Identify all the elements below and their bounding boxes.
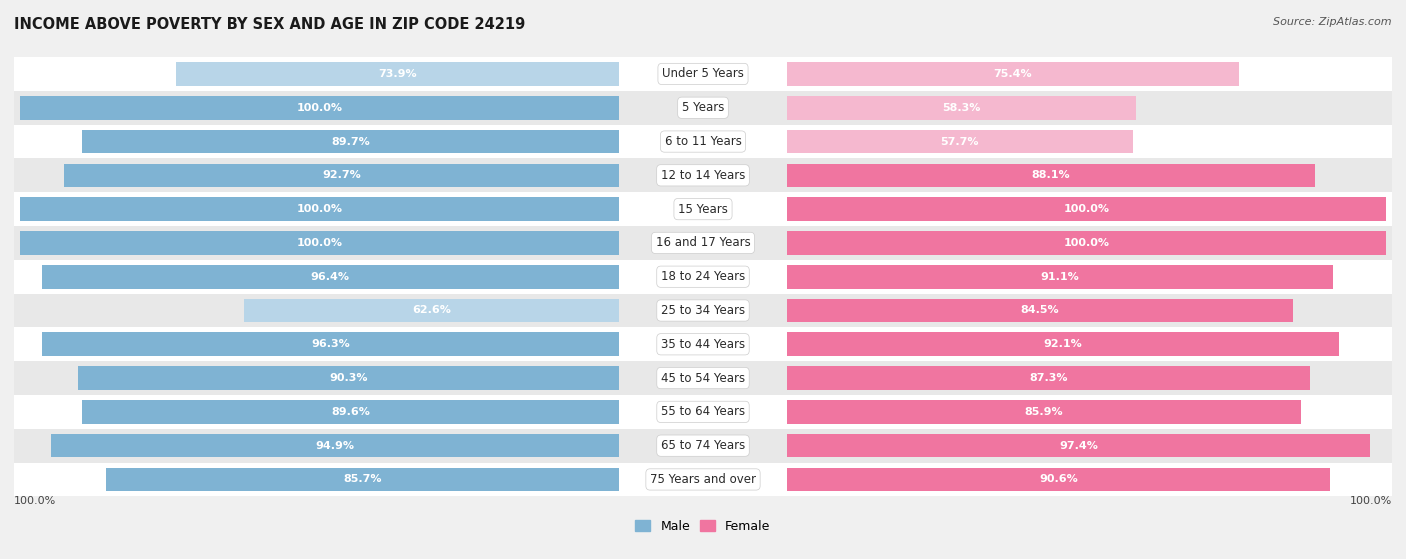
Text: 90.3%: 90.3%: [329, 373, 368, 383]
Text: 75 Years and over: 75 Years and over: [650, 473, 756, 486]
Bar: [14, 57, 1392, 91]
Text: 94.9%: 94.9%: [315, 440, 354, 451]
Text: 90.6%: 90.6%: [1039, 475, 1077, 485]
Bar: [787, 62, 1239, 86]
Bar: [14, 91, 1392, 125]
Text: Under 5 Years: Under 5 Years: [662, 68, 744, 80]
Bar: [787, 197, 1386, 221]
Text: 100.0%: 100.0%: [1063, 204, 1109, 214]
Text: 73.9%: 73.9%: [378, 69, 418, 79]
Text: 18 to 24 Years: 18 to 24 Years: [661, 270, 745, 283]
Bar: [14, 429, 1392, 462]
Bar: [63, 163, 619, 187]
Bar: [14, 328, 1392, 361]
Text: 97.4%: 97.4%: [1059, 440, 1098, 451]
Bar: [14, 462, 1392, 496]
Text: 5 Years: 5 Years: [682, 101, 724, 114]
Bar: [14, 192, 1392, 226]
Bar: [787, 265, 1333, 288]
Bar: [14, 125, 1392, 158]
Text: 100.0%: 100.0%: [297, 103, 343, 113]
Text: 96.4%: 96.4%: [311, 272, 350, 282]
Text: 35 to 44 Years: 35 to 44 Years: [661, 338, 745, 351]
Bar: [245, 299, 619, 323]
Bar: [82, 130, 619, 153]
Bar: [787, 434, 1371, 457]
Bar: [787, 468, 1330, 491]
Text: 96.3%: 96.3%: [311, 339, 350, 349]
Bar: [83, 400, 619, 424]
Text: 89.7%: 89.7%: [330, 136, 370, 146]
Text: 92.1%: 92.1%: [1043, 339, 1083, 349]
Text: 45 to 54 Years: 45 to 54 Years: [661, 372, 745, 385]
Bar: [787, 163, 1315, 187]
Bar: [14, 293, 1392, 328]
Text: 57.7%: 57.7%: [941, 136, 979, 146]
Text: 100.0%: 100.0%: [14, 496, 56, 506]
Text: 88.1%: 88.1%: [1032, 170, 1070, 181]
Text: 100.0%: 100.0%: [1063, 238, 1109, 248]
Legend: Male, Female: Male, Female: [630, 515, 776, 538]
Bar: [787, 130, 1133, 153]
Bar: [105, 468, 619, 491]
Text: 91.1%: 91.1%: [1040, 272, 1080, 282]
Text: 16 and 17 Years: 16 and 17 Years: [655, 236, 751, 249]
Text: 15 Years: 15 Years: [678, 202, 728, 216]
Text: 65 to 74 Years: 65 to 74 Years: [661, 439, 745, 452]
Text: 100.0%: 100.0%: [297, 204, 343, 214]
Text: 89.6%: 89.6%: [332, 407, 370, 417]
Bar: [787, 299, 1294, 323]
Bar: [787, 366, 1310, 390]
Text: 25 to 34 Years: 25 to 34 Years: [661, 304, 745, 317]
Text: 87.3%: 87.3%: [1029, 373, 1067, 383]
Text: 100.0%: 100.0%: [1350, 496, 1392, 506]
Text: INCOME ABOVE POVERTY BY SEX AND AGE IN ZIP CODE 24219: INCOME ABOVE POVERTY BY SEX AND AGE IN Z…: [14, 17, 526, 32]
Text: 58.3%: 58.3%: [942, 103, 981, 113]
Bar: [787, 231, 1386, 255]
Bar: [787, 400, 1302, 424]
Bar: [14, 226, 1392, 260]
Bar: [787, 96, 1136, 120]
Bar: [176, 62, 619, 86]
Bar: [51, 434, 619, 457]
Bar: [14, 260, 1392, 293]
Text: 75.4%: 75.4%: [994, 69, 1032, 79]
Bar: [42, 265, 619, 288]
Bar: [20, 231, 619, 255]
Text: Source: ZipAtlas.com: Source: ZipAtlas.com: [1274, 17, 1392, 27]
Bar: [79, 366, 619, 390]
Text: 62.6%: 62.6%: [412, 306, 451, 315]
Bar: [14, 395, 1392, 429]
Text: 100.0%: 100.0%: [297, 238, 343, 248]
Text: 12 to 14 Years: 12 to 14 Years: [661, 169, 745, 182]
Text: 85.9%: 85.9%: [1025, 407, 1063, 417]
Bar: [20, 96, 619, 120]
Text: 55 to 64 Years: 55 to 64 Years: [661, 405, 745, 418]
Text: 92.7%: 92.7%: [322, 170, 361, 181]
Bar: [14, 158, 1392, 192]
Text: 85.7%: 85.7%: [343, 475, 381, 485]
Bar: [20, 197, 619, 221]
Text: 84.5%: 84.5%: [1021, 306, 1059, 315]
Text: 6 to 11 Years: 6 to 11 Years: [665, 135, 741, 148]
Bar: [14, 361, 1392, 395]
Bar: [787, 333, 1339, 356]
Bar: [42, 333, 619, 356]
